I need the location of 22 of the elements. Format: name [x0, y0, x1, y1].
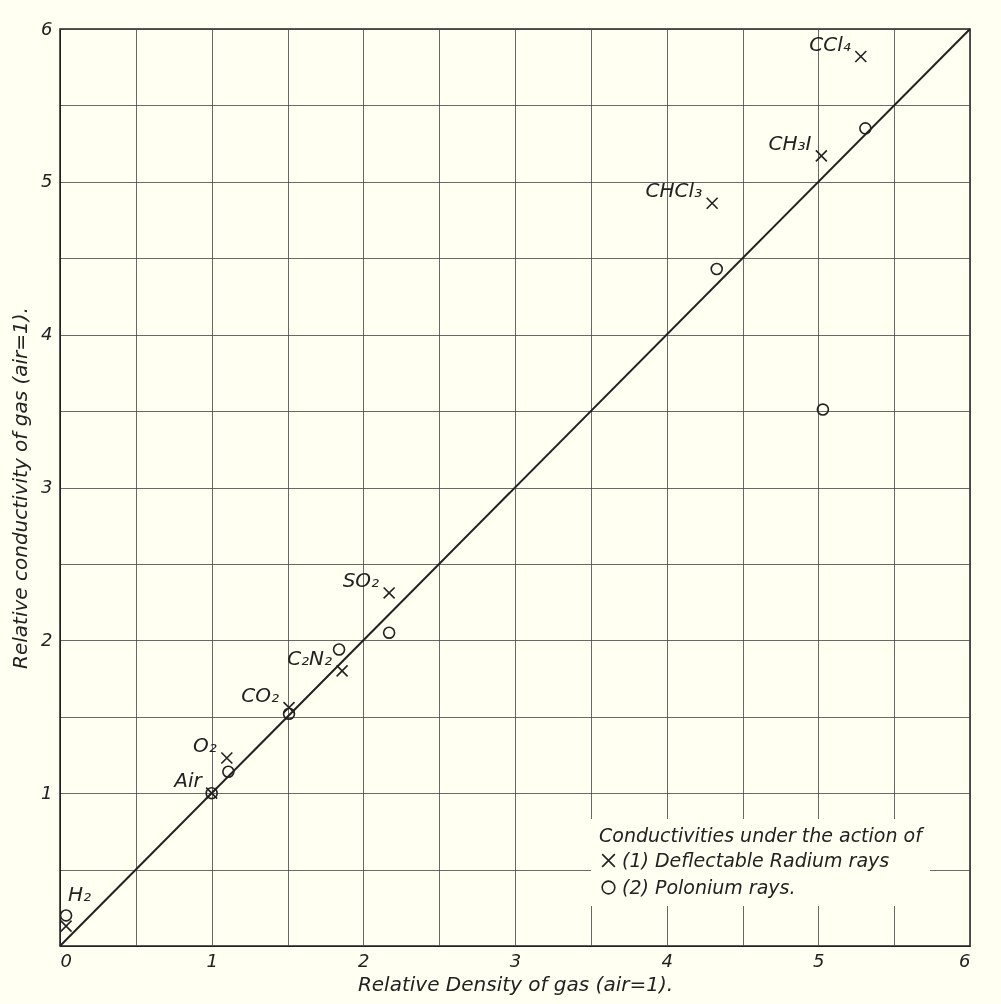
- annotation: Air: [172, 768, 204, 793]
- y-tick-label: 5: [41, 170, 53, 192]
- y-tick-label: 6: [41, 17, 53, 39]
- x-axis-title: Relative Density of gas (air=1).: [357, 971, 674, 996]
- legend-title: Conductivities under the action of: [599, 824, 926, 846]
- annotation: H₂: [68, 882, 92, 907]
- annotation: CH₃I: [768, 130, 812, 155]
- x-tick-label: 3: [509, 949, 522, 971]
- legend-label: (2) Polonium rays.: [622, 875, 796, 898]
- x-tick-label: 4: [661, 949, 673, 971]
- y-axis-title: Relative conductivity of gas (air=1).: [8, 307, 33, 669]
- legend-label: (1) Deflectable Radium rays: [622, 848, 890, 871]
- y-tick-label: 2: [41, 628, 53, 650]
- x-tick-label: 1: [206, 949, 218, 971]
- x-tick-label: 2: [358, 949, 370, 971]
- y-tick-label: 4: [41, 323, 53, 345]
- x-tick-label: 5: [813, 949, 825, 971]
- annotation: CO₂: [241, 682, 280, 707]
- y-tick-label: 1: [41, 781, 53, 803]
- x-tick-label: 6: [959, 949, 971, 971]
- x-tick-label: 0: [60, 949, 72, 971]
- y-tick-label: 3: [41, 476, 53, 497]
